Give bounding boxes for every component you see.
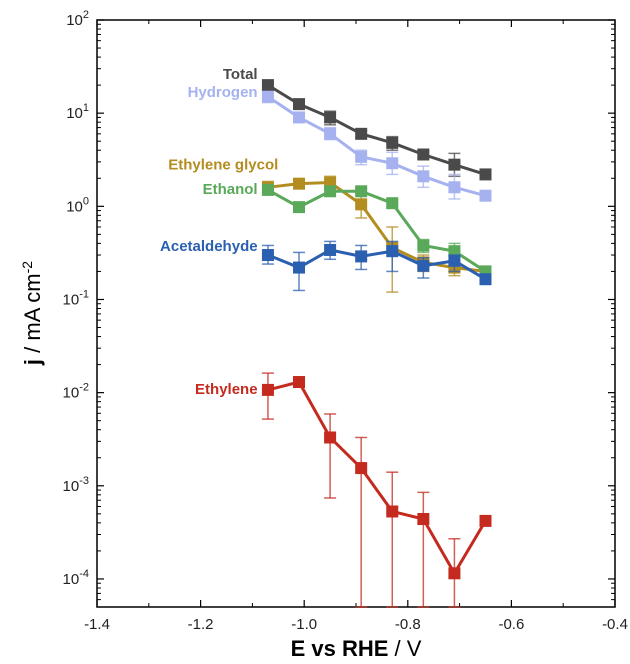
data-point <box>261 249 274 262</box>
data-point <box>355 250 368 263</box>
data-point <box>355 185 368 198</box>
y-tick-label: 102 <box>66 9 89 29</box>
data-point <box>293 111 306 124</box>
data-point <box>448 567 461 580</box>
x-tick-label: -0.6 <box>498 616 524 633</box>
y-axis-title-bold: j <box>20 359 45 366</box>
data-point <box>324 243 337 256</box>
data-point <box>417 239 430 252</box>
data-point <box>293 201 306 214</box>
y-axis-title-sup: -2 <box>19 261 35 274</box>
y-tick-label: 101 <box>66 102 89 122</box>
y-tick-label: 10-1 <box>63 288 89 308</box>
data-point <box>386 136 399 149</box>
data-point <box>479 168 492 181</box>
plot-frame <box>96 19 616 608</box>
data-point <box>448 158 461 171</box>
data-point <box>386 245 399 258</box>
data-point <box>261 90 274 103</box>
series-total: Total <box>223 66 492 181</box>
data-point <box>324 127 337 140</box>
x-tick-label: -1.2 <box>188 616 214 633</box>
data-point <box>417 170 430 183</box>
data-point <box>386 505 399 518</box>
data-point <box>293 376 306 389</box>
data-point <box>417 259 430 272</box>
data-point <box>386 197 399 210</box>
series-label: Ethanol <box>203 181 258 198</box>
series-label: Hydrogen <box>188 84 258 101</box>
data-point <box>448 245 461 258</box>
y-tick-label: 100 <box>66 195 89 215</box>
series-ethylene: Ethylene <box>195 372 492 608</box>
plot-area: -1.4 -1.2 -1.0 -0.8 -0.6 -0.4 10210110010-110… <box>63 9 628 633</box>
y-tick-label: 10-4 <box>63 568 89 588</box>
data-point <box>324 431 337 444</box>
data-point <box>417 148 430 161</box>
data-point <box>355 198 368 211</box>
x-tick-label: -0.4 <box>602 616 628 633</box>
x-axis-title-bold: E vs RHE <box>291 636 389 661</box>
series-line <box>267 380 487 577</box>
x-axis-title-unit: / V <box>388 636 421 661</box>
data-point <box>479 189 492 202</box>
data-point <box>479 514 492 527</box>
series-label: Ethylene glycol <box>168 156 278 173</box>
data-point <box>293 177 306 190</box>
data-point <box>324 111 337 124</box>
y-tick-label: 10-3 <box>63 475 89 495</box>
series-hydrogen: Hydrogen <box>188 84 492 202</box>
data-point <box>386 157 399 170</box>
x-axis: -1.4 -1.2 -1.0 -0.8 -0.6 -0.4 <box>84 20 628 633</box>
series-acetaldehyde: Acetaldehyde <box>160 238 492 292</box>
data-point <box>261 383 274 396</box>
series-label: Acetaldehyde <box>160 238 258 255</box>
y-axis-title: j / mA cm-2 <box>19 261 45 366</box>
data-point <box>324 185 337 198</box>
series-label: Ethylene <box>195 381 258 398</box>
y-tick-label: 10-2 <box>63 382 89 402</box>
series-ethylene-glycol: Ethylene glycol <box>168 156 492 293</box>
series-label: Total <box>223 66 258 83</box>
data-point <box>448 181 461 194</box>
data-point <box>293 98 306 111</box>
data-point <box>293 261 306 274</box>
x-tick-label: -1.4 <box>84 616 110 633</box>
y-axis: 102 101 100 10-1 10-2 10-3 10-4 <box>63 9 615 608</box>
data-point <box>355 127 368 140</box>
data-point <box>355 462 368 475</box>
data-point <box>261 79 274 92</box>
data-point <box>261 183 274 196</box>
y-axis-title-unit: / mA cm <box>20 273 45 359</box>
data-point <box>479 273 492 286</box>
data-point <box>355 150 368 163</box>
data-point <box>417 513 430 526</box>
x-axis-title: E vs RHE / V <box>291 636 422 661</box>
data-point <box>448 254 461 267</box>
x-tick-label: -1.0 <box>291 616 317 633</box>
x-tick-label: -0.8 <box>395 616 421 633</box>
